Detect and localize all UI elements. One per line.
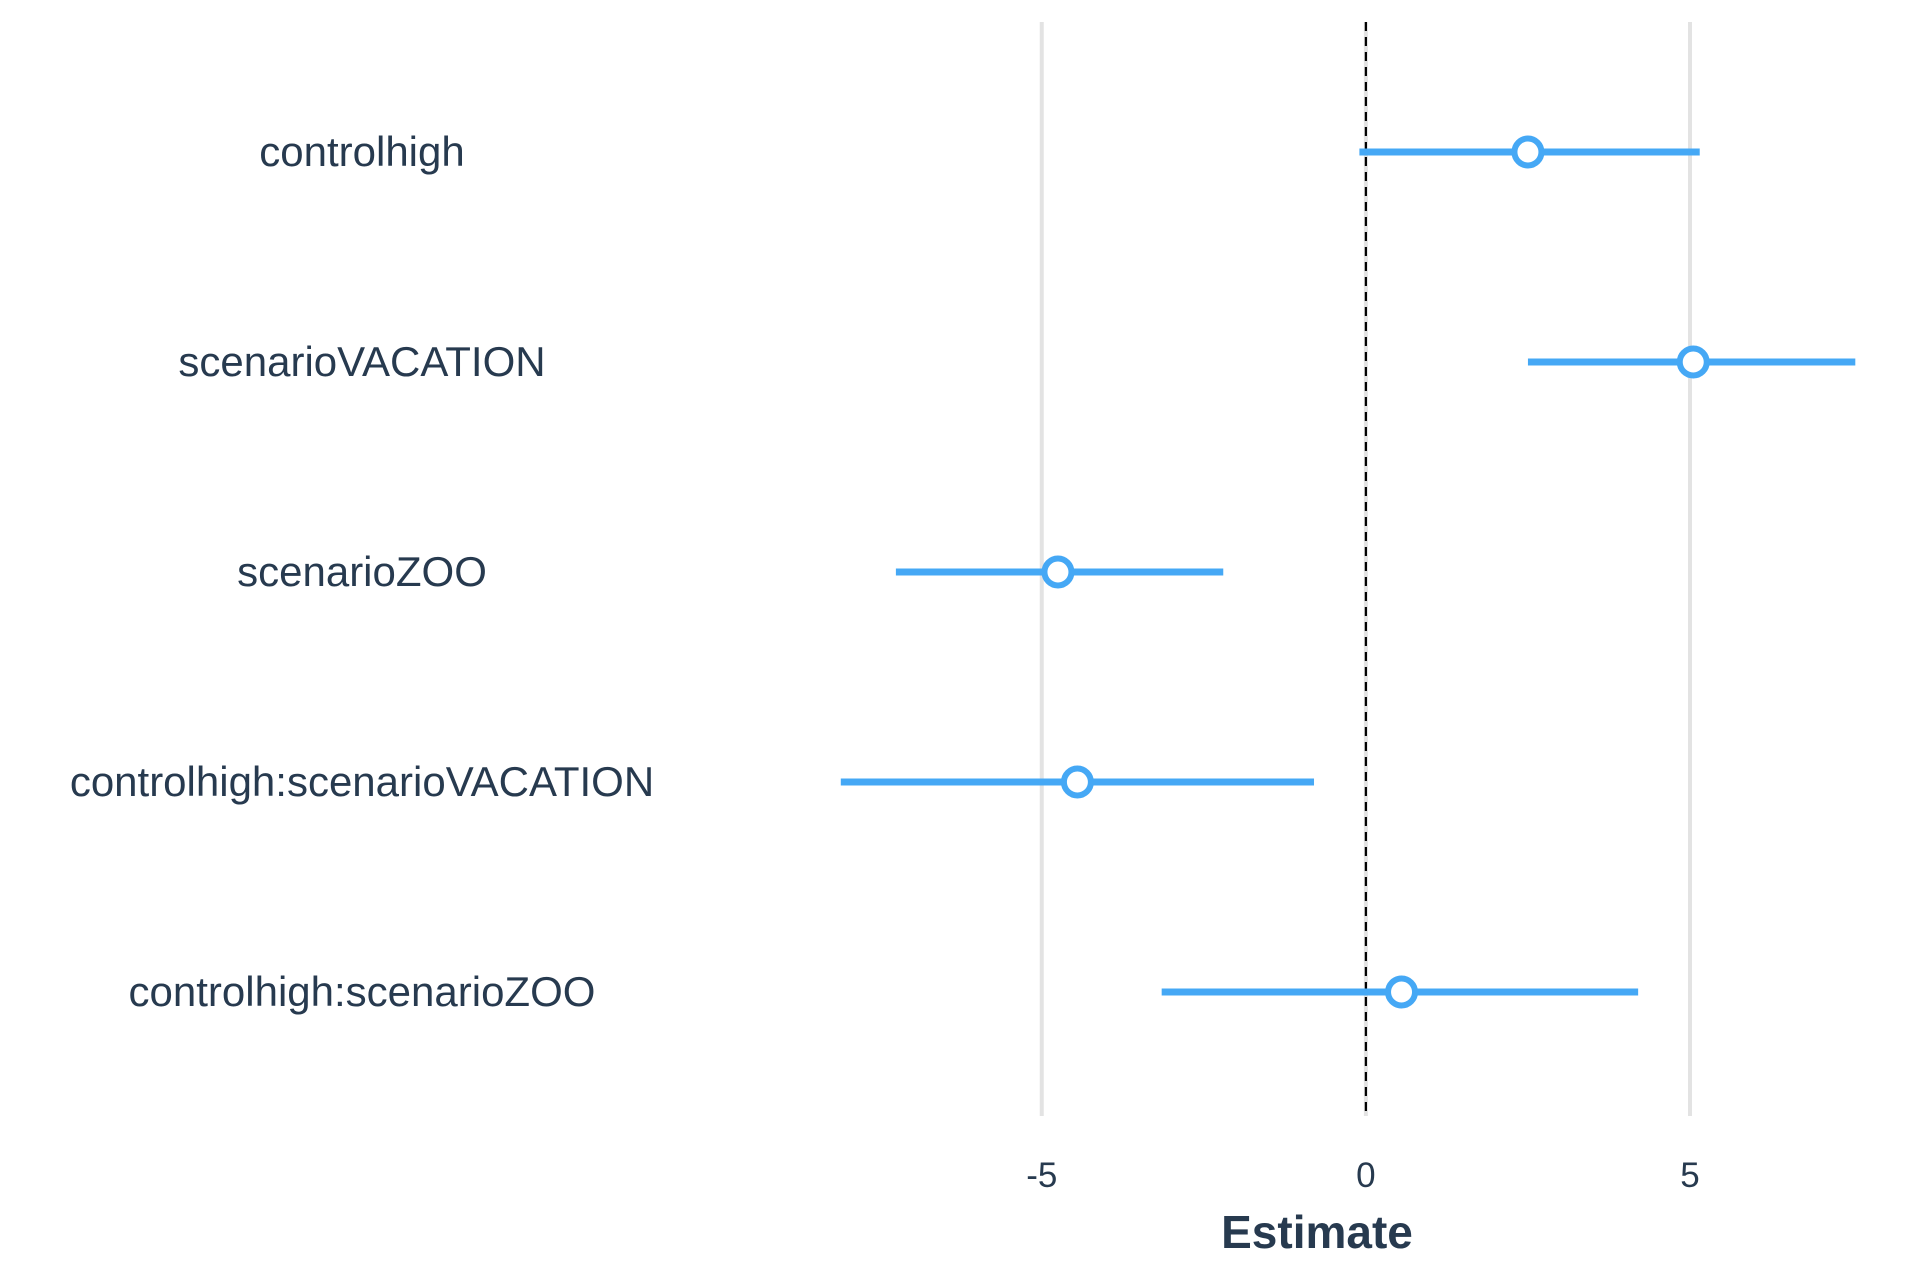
term-label: controlhigh [259, 128, 464, 175]
term-label-layer: controlhigh scenarioVACATION scenarioZOO co… [70, 128, 654, 1015]
estimate-point [1385, 975, 1419, 1009]
series-layer [840, 135, 1856, 1009]
estimate-point [1511, 135, 1545, 169]
estimate-point [1060, 765, 1094, 799]
x-axis-title: Estimate [1221, 1206, 1413, 1258]
estimate-point [1041, 555, 1075, 589]
term-label: scenarioVACATION [178, 338, 545, 385]
term-label: scenarioZOO [237, 548, 487, 595]
term-label: controlhigh:scenarioVACATION [70, 758, 654, 805]
x-tick-label: 0 [1356, 1156, 1375, 1195]
x-tick-label: -5 [1026, 1156, 1057, 1195]
term-label: controlhigh:scenarioZOO [129, 968, 596, 1015]
x-tick-label: 5 [1680, 1156, 1699, 1195]
tick-label-layer: -5 0 5 [1026, 1156, 1700, 1195]
estimate-point [1676, 345, 1710, 379]
